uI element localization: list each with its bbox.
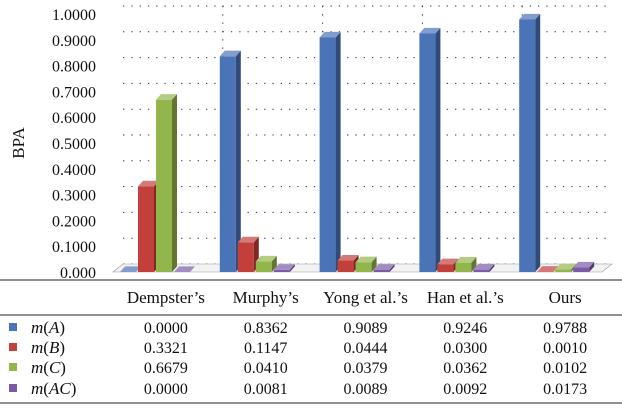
table-cell-value: 0.0000: [144, 381, 188, 398]
bar-ma-5: [519, 14, 540, 272]
category-header: Ours: [549, 288, 582, 307]
y-tick-label: 0.6000: [52, 110, 96, 127]
bar-front-face: [256, 261, 272, 272]
category-header: Han et al.’s: [427, 288, 504, 307]
y-tick-label: 0.2000: [52, 213, 96, 230]
bar-mc-4: [455, 257, 476, 272]
category-header: Dempster’s: [127, 288, 205, 307]
y-tick-label: 0.7000: [52, 84, 96, 101]
bar-front-face: [238, 242, 254, 272]
bar-front-face: [274, 270, 290, 272]
table-cell-value: 0.0410: [244, 360, 288, 377]
table-cell-value: 0.3321: [144, 340, 188, 357]
table-cell-value: 0.0362: [443, 360, 487, 377]
table-cell-value: 0.0000: [144, 320, 188, 337]
table-cell-value: 0.0081: [244, 381, 288, 398]
bar-ma-4: [419, 28, 440, 272]
bar-mb-2: [238, 237, 259, 272]
bar-side-face: [236, 51, 241, 272]
table-cell-value: 0.9246: [443, 320, 487, 337]
bar-mb-1: [138, 181, 159, 272]
y-tick-label: 0.3000: [52, 188, 96, 205]
bar-side-face: [336, 32, 341, 272]
bar-front-face: [473, 270, 489, 272]
legend-label: m(A): [31, 318, 65, 337]
y-tick-label: 0.1000: [52, 239, 96, 256]
bar-front-face: [338, 261, 354, 272]
legend-swatch: [9, 384, 17, 392]
bar-side-face: [172, 94, 177, 272]
bar-front-face: [437, 264, 453, 272]
y-tick-label: 0.5000: [52, 136, 96, 153]
bar-front-face: [138, 186, 154, 272]
table-cell-value: 0.0010: [543, 340, 587, 357]
y-tick-label: 0.8000: [52, 59, 96, 76]
table-cell-value: 0.0444: [344, 340, 388, 357]
bar-front-face: [374, 270, 390, 272]
legend-label: m(C): [31, 358, 66, 377]
bar-side-face: [535, 14, 540, 272]
bar-front-face: [555, 269, 571, 272]
legend-swatch: [9, 363, 17, 371]
bar-ma-2: [220, 51, 241, 272]
table-cell-value: 0.0089: [344, 381, 388, 398]
table-cell-value: 0.9089: [344, 320, 388, 337]
bar-ma-3: [320, 32, 341, 272]
table-cell-value: 0.1147: [244, 340, 287, 357]
y-tick-label: 0.000: [60, 265, 96, 282]
bar-front-face: [220, 56, 236, 272]
bar-mc-3: [356, 257, 377, 272]
table-cell-value: 0.0102: [543, 360, 587, 377]
bar-front-face: [455, 263, 471, 272]
bar-front-face: [573, 268, 589, 272]
category-header: Yong et al.’s: [323, 288, 408, 307]
bar-front-face: [519, 19, 535, 272]
legend-swatch: [9, 343, 17, 351]
table-cell-value: 0.0379: [344, 360, 388, 377]
legend-swatch: [9, 323, 17, 331]
y-tick-label: 0.4000: [52, 162, 96, 179]
bar-front-face: [419, 33, 435, 272]
category-header: Murphy’s: [233, 288, 299, 307]
bar-mb-3: [338, 255, 359, 272]
bar-front-face: [320, 38, 336, 272]
table-cell-value: 0.9788: [543, 320, 587, 337]
legend-label: m(AC): [31, 379, 76, 398]
bar-front-face: [356, 262, 372, 272]
y-axis-label: BPA: [9, 127, 28, 159]
table-cell-value: 0.0092: [443, 381, 487, 398]
bar-front-face: [156, 100, 172, 272]
bar-side-face: [435, 28, 440, 272]
legend-label: m(B): [31, 338, 65, 357]
y-tick-label: 0.9000: [52, 33, 96, 50]
table-cell-value: 0.0173: [543, 381, 587, 398]
table-cell-value: 0.0300: [443, 340, 487, 357]
table-cell-value: 0.8362: [244, 320, 288, 337]
table-cell-value: 0.6679: [144, 360, 188, 377]
bar-mc-2: [256, 256, 277, 272]
y-tick-label: 1.0000: [52, 7, 96, 24]
bar-mc-1: [156, 94, 177, 272]
